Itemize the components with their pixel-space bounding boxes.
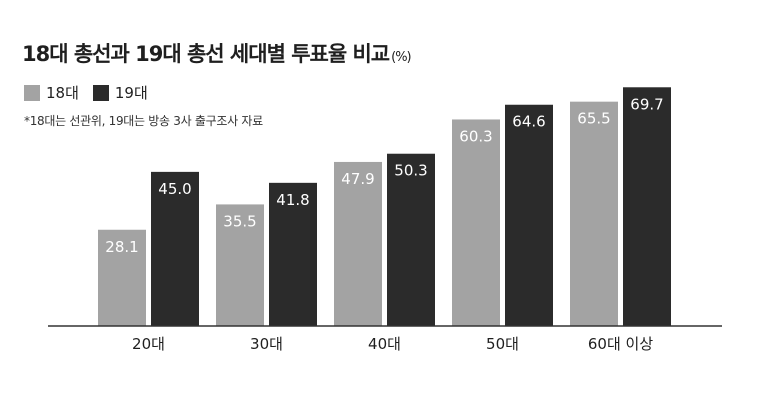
data-label-18대-60대 이상: 65.5 bbox=[577, 110, 610, 128]
source-note: *18대는 선관위, 19대는 방송 3사 출구조사 자료 bbox=[24, 114, 263, 128]
x-tick-label: 30대 bbox=[250, 335, 283, 353]
x-tick-label: 20대 bbox=[132, 335, 165, 353]
data-label-18대-40대: 47.9 bbox=[341, 170, 374, 188]
bar-18대-60대 이상 bbox=[570, 101, 618, 326]
x-tick-label: 50대 bbox=[486, 335, 519, 353]
x-tick-label: 40대 bbox=[368, 335, 401, 353]
bar-19대-40대 bbox=[387, 153, 435, 326]
bar-18대-40대 bbox=[334, 161, 382, 326]
chart-title: 18대 총선과 19대 총선 세대별 투표율 비교 (%) bbox=[22, 38, 412, 68]
legend-swatch-18 bbox=[24, 84, 40, 101]
bar-18대-30대 bbox=[216, 204, 264, 326]
chart-unit: (%) bbox=[391, 50, 411, 65]
bar-19대-20대 bbox=[151, 171, 199, 326]
legend-label-19: 19대 bbox=[114, 84, 148, 102]
legend-item-18: 18대 bbox=[24, 82, 79, 103]
bar-19대-30대 bbox=[269, 182, 317, 326]
data-label-18대-50대: 60.3 bbox=[459, 127, 492, 145]
x-tick-label: 60대 이상 bbox=[588, 335, 653, 353]
data-label-19대-40대: 50.3 bbox=[394, 162, 427, 180]
bar-19대-60대 이상 bbox=[623, 87, 671, 326]
legend-swatch-19 bbox=[92, 84, 109, 101]
bar-18대-20대 bbox=[98, 229, 146, 326]
data-label-19대-20대: 45.0 bbox=[158, 180, 191, 198]
chart-title-text: 18대 총선과 19대 총선 세대별 투표율 비교 bbox=[22, 42, 390, 66]
bar-19대-50대 bbox=[505, 104, 553, 327]
legend-item-19: 19대 bbox=[92, 82, 148, 103]
legend-label-18: 18대 bbox=[46, 84, 79, 102]
data-label-18대-20대: 28.1 bbox=[105, 238, 138, 256]
data-label-19대-60대 이상: 69.7 bbox=[630, 95, 663, 113]
legend: 18대 19대 bbox=[24, 82, 162, 103]
data-label-19대-30대: 41.8 bbox=[276, 191, 309, 209]
data-label-19대-50대: 64.6 bbox=[512, 113, 545, 131]
bar-18대-50대 bbox=[452, 119, 500, 326]
data-label-18대-30대: 35.5 bbox=[223, 212, 256, 230]
